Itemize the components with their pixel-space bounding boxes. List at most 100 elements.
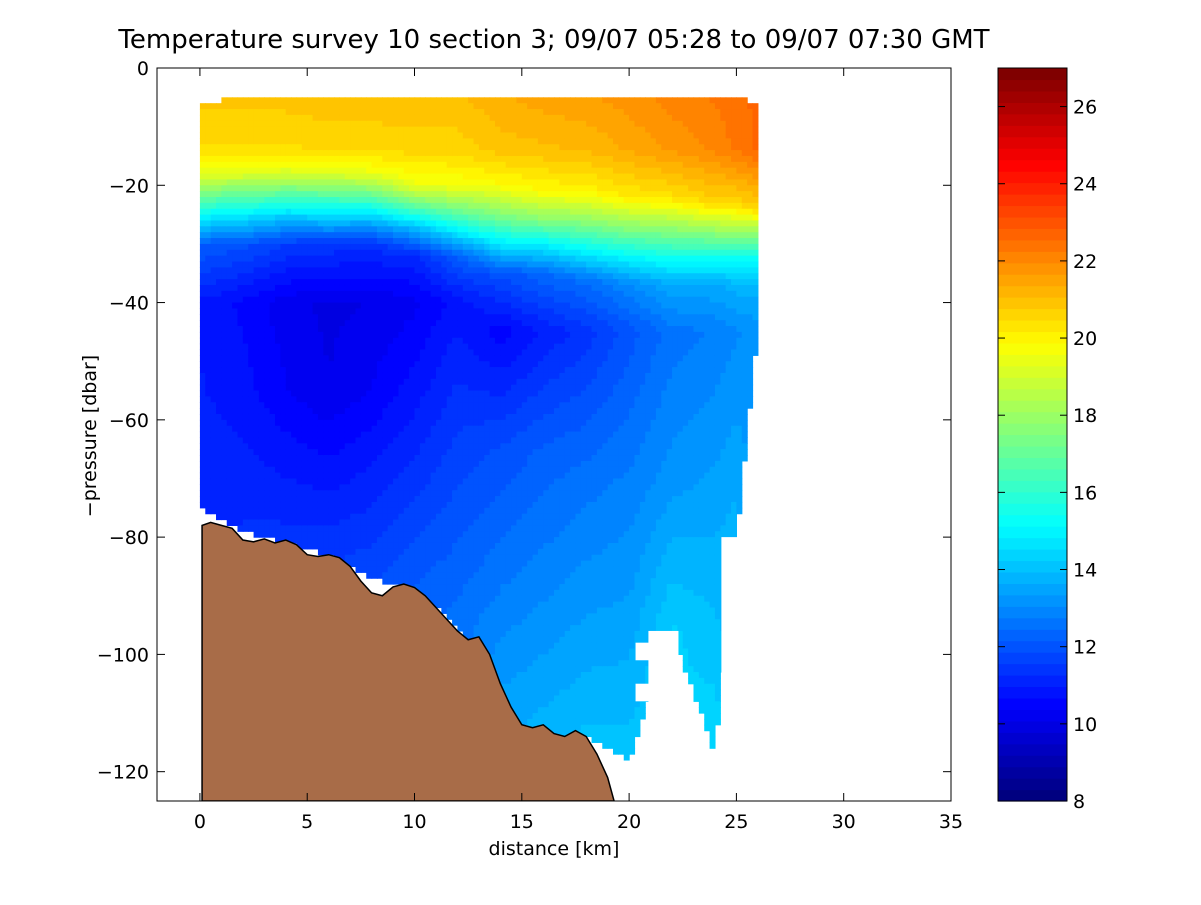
temperature-cell: [226, 519, 233, 526]
temperature-cell: [216, 320, 222, 327]
temperature-cell: [403, 326, 410, 333]
temperature-cell: [473, 607, 480, 614]
temperature-cell: [264, 138, 271, 145]
temperature-cell: [473, 578, 480, 585]
temperature-cell: [221, 279, 228, 286]
temperature-cell: [210, 408, 217, 415]
temperature-cell: [334, 197, 340, 204]
temperature-cell: [387, 537, 394, 544]
temperature-cell: [511, 103, 518, 110]
temperature-cell: [489, 513, 496, 521]
temperature-cell: [323, 542, 330, 550]
temperature-cell: [478, 155, 485, 163]
temperature-cell: [376, 296, 383, 304]
temperature-cell: [403, 367, 410, 374]
temperature-cell: [232, 267, 239, 274]
temperature-cell: [452, 296, 459, 304]
temperature-cell: [419, 437, 426, 444]
temperature-cell: [360, 255, 367, 263]
temperature-cell: [441, 501, 448, 509]
temperature-cell: [199, 349, 206, 356]
temperature-cell: [457, 355, 464, 362]
temperature-cell: [435, 425, 442, 433]
temperature-cell: [430, 331, 437, 339]
temperature-cell: [446, 314, 453, 321]
temperature-cell: [301, 290, 308, 298]
temperature-cell: [398, 425, 405, 433]
temperature-cell: [398, 208, 405, 216]
temperature-cell: [435, 601, 442, 609]
temperature-cell: [248, 208, 255, 216]
temperature-cell: [216, 302, 222, 310]
temperature-cell: [414, 408, 421, 415]
temperature-cell: [323, 138, 330, 145]
temperature-cell: [452, 179, 459, 186]
temperature-cell: [376, 320, 383, 327]
temperature-cell: [409, 308, 416, 315]
temperature-cell: [419, 191, 426, 198]
temperature-cell: [291, 232, 298, 239]
temperature-cell: [328, 120, 335, 128]
temperature-cell: [489, 531, 496, 538]
temperature-cell: [242, 296, 249, 304]
temperature-cell: [382, 554, 389, 562]
temperature-cell: [232, 513, 239, 521]
temperature-cell: [237, 413, 244, 421]
temperature-cell: [253, 243, 260, 251]
temperature-cell: [387, 191, 394, 198]
temperature-cell: [360, 191, 367, 198]
temperature-cell: [425, 496, 432, 503]
temperature-cell: [462, 372, 469, 380]
temperature-cell: [398, 367, 405, 374]
temperature-cell: [435, 466, 442, 474]
temperature-cell: [419, 408, 426, 415]
temperature-cell: [403, 155, 410, 163]
temperature-cell: [376, 572, 383, 579]
temperature-cell: [210, 214, 217, 222]
temperature-cell: [221, 402, 228, 409]
temperature-cell: [484, 349, 491, 356]
temperature-cell: [285, 197, 292, 204]
temperature-cell: [275, 531, 281, 538]
temperature-cell: [500, 150, 507, 157]
temperature-cell: [505, 126, 512, 134]
temperature-cell: [414, 390, 421, 397]
temperature-cell: [344, 355, 351, 362]
temperature-cell: [500, 390, 507, 397]
temperature-cell: [301, 349, 308, 356]
temperature-cell: [403, 308, 410, 315]
temperature-cell: [393, 161, 400, 169]
temperature-cell: [457, 507, 464, 515]
temperature-cell: [355, 554, 362, 562]
temperature-cell: [376, 472, 383, 480]
temperature-cell: [516, 713, 523, 720]
temperature-cell: [403, 572, 410, 579]
temperature-cell: [419, 337, 426, 345]
temperature-cell: [489, 372, 496, 380]
temperature-cell: [393, 578, 400, 585]
temperature-cell: [280, 390, 287, 397]
temperature-cell: [296, 460, 303, 468]
temperature-cell: [500, 519, 507, 526]
temperature-cell: [484, 367, 491, 374]
temperature-cell: [317, 97, 324, 104]
temperature-cell: [248, 191, 255, 198]
temperature-cell: [280, 349, 287, 356]
temperature-cell: [285, 484, 292, 491]
temperature-cell: [291, 478, 298, 485]
temperature-cell: [500, 402, 507, 409]
temperature-cell: [462, 413, 469, 421]
temperature-cell: [452, 525, 459, 532]
temperature-cell: [457, 331, 464, 339]
temperature-cell: [382, 243, 389, 251]
temperature-cell: [248, 419, 255, 427]
temperature-cell: [441, 320, 448, 327]
temperature-cell: [269, 337, 276, 345]
temperature-cell: [350, 548, 357, 556]
temperature-cell: [419, 150, 426, 157]
temperature-cell: [216, 167, 222, 175]
temperature-cell: [393, 191, 400, 198]
temperature-cell: [473, 349, 480, 356]
temperature-cell: [328, 419, 335, 427]
temperature-cell: [221, 478, 228, 485]
